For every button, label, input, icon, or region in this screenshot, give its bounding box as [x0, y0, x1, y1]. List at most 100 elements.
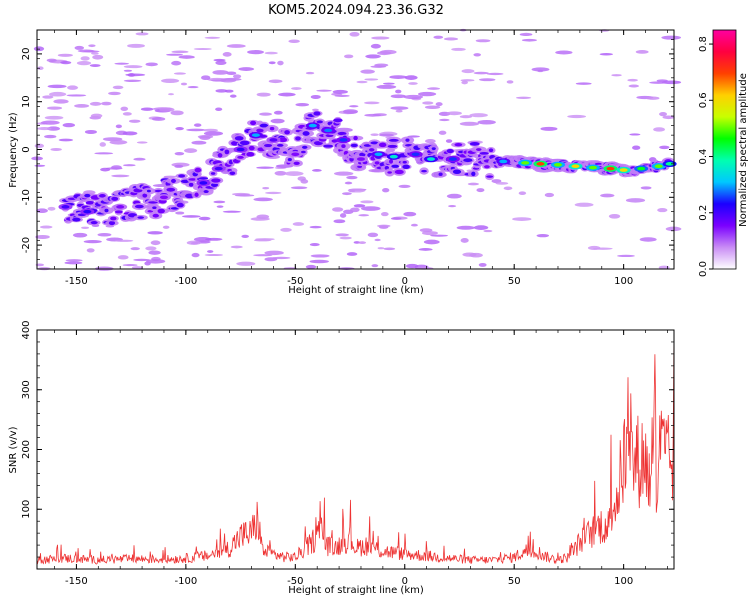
spectrogram-speckle — [611, 74, 622, 77]
spectrogram-speckle — [114, 62, 130, 65]
spectrogram-cell — [111, 196, 119, 201]
y-tick-label: 400 — [21, 320, 32, 339]
spectrogram-speckle — [353, 204, 366, 208]
spectrogram-cell — [421, 169, 427, 173]
spectrogram-speckle — [219, 78, 237, 83]
spectrogram-speckle — [65, 259, 83, 262]
spectrogram-speckle — [382, 187, 390, 193]
spectrogram-speckle — [364, 78, 379, 81]
spectrogram-speckle — [199, 135, 211, 141]
spectrogram-speckle — [89, 101, 102, 106]
spectrogram-speckle — [174, 151, 185, 156]
spectrogram-speckle — [133, 157, 146, 161]
spectrogram-speckle — [128, 119, 141, 123]
spectrogram-cell — [224, 149, 230, 155]
spectrogram-speckle — [247, 50, 264, 55]
spectrogram-speckle — [311, 169, 322, 172]
spectrogram-cell — [234, 136, 244, 141]
spectrogram-cell — [484, 165, 490, 169]
spectrogram-peak — [308, 123, 317, 128]
spectrogram-cell — [454, 142, 463, 147]
spectrogram-speckle — [123, 65, 143, 69]
spectrogram-speckle — [171, 50, 189, 54]
spectrogram-speckle — [408, 82, 418, 85]
spectrogram-speckle — [204, 36, 221, 39]
spectrogram-speckle — [224, 89, 234, 93]
spectrogram-speckle — [350, 207, 360, 213]
spectrogram-speckle — [226, 71, 237, 76]
spectrogram-speckle — [460, 238, 469, 243]
spectrogram-speckle — [404, 75, 418, 80]
spectrogram-speckle — [356, 80, 368, 84]
spectrogram-speckle — [180, 82, 188, 86]
spectrogram-speckle — [310, 94, 321, 99]
spectrogram-speckle — [383, 247, 396, 251]
spectrogram-speckle — [439, 118, 450, 122]
snr-y-label: SNR (v/v) — [8, 426, 19, 473]
spectrogram-speckle — [661, 35, 682, 40]
spectrogram-speckle — [37, 66, 44, 70]
spectrogram-speckle — [344, 54, 354, 59]
spectrogram-peak — [374, 152, 383, 157]
spectrogram-cell — [211, 178, 221, 183]
y-tick-label: 300 — [21, 380, 32, 399]
spectrogram-speckle — [37, 126, 52, 131]
spectrogram-speckle — [97, 233, 112, 237]
spectrogram-speckle — [171, 60, 182, 66]
spectrogram-speckle — [215, 107, 223, 112]
spectrogram-cell — [142, 193, 148, 198]
spectrogram-speckle — [486, 72, 504, 76]
spectrogram-speckle — [540, 126, 558, 131]
spectrogram-speckle — [358, 241, 367, 244]
spectrogram-speckle — [657, 208, 668, 213]
spectrogram-plot-area — [37, 30, 674, 269]
spectrogram-cell — [176, 202, 184, 208]
spectrogram-speckle — [445, 139, 453, 143]
spectrogram-speckle — [122, 131, 138, 136]
snr-x-label: Height of straight line (km) — [288, 585, 424, 596]
spectrogram-speckle — [175, 211, 185, 215]
spectrogram-speckle — [349, 105, 359, 108]
spectrogram-speckle — [236, 261, 256, 266]
colorbar-tick-label: 0.2 — [698, 205, 709, 221]
spectrogram-speckle — [629, 133, 641, 136]
spectrogram-speckle — [34, 143, 44, 149]
spectrogram-speckle — [101, 101, 112, 106]
spectrogram-speckle — [213, 200, 226, 204]
spectrogram-speckle — [349, 31, 360, 37]
spectrogram-speckle — [531, 67, 550, 72]
spectrogram-speckle — [151, 116, 166, 121]
spectrogram-speckle — [130, 247, 140, 251]
spectrogram-speckle — [175, 126, 184, 131]
spectrogram-speckle — [451, 47, 466, 51]
spectrogram-y-label: Frequency (Hz) — [8, 112, 19, 188]
spectrogram-speckle — [168, 93, 175, 96]
spectrogram-cell — [431, 147, 436, 151]
spectrogram-speckle — [567, 114, 587, 119]
spectrogram-speckle — [184, 148, 198, 153]
spectrogram-speckle — [377, 224, 391, 228]
spectrogram-cell — [488, 148, 494, 153]
spectrogram-speckle — [146, 259, 166, 264]
spectrogram-speckle — [127, 43, 145, 48]
spectrogram-speckle — [518, 191, 527, 196]
colorbar-tick-label: 0.0 — [698, 261, 709, 277]
spectrogram-cell — [237, 155, 244, 159]
spectrogram-speckle — [361, 206, 381, 211]
spectrogram-speckle — [123, 164, 136, 167]
spectrogram-speckle — [270, 118, 285, 124]
spectrogram-speckle — [250, 217, 270, 221]
x-tick-label: 100 — [614, 576, 633, 587]
y-tick-label: -20 — [21, 237, 32, 253]
spectrogram-speckle — [370, 133, 379, 136]
spectrogram-cell — [264, 143, 273, 148]
spectrogram-speckle — [117, 255, 129, 260]
spectrogram-speckle — [284, 171, 304, 176]
spectrogram-peak — [83, 209, 92, 214]
spectrogram-speckle — [234, 194, 255, 197]
spectrogram-speckle — [207, 250, 214, 253]
spectrogram-speckle — [222, 210, 241, 213]
spectrogram-speckle — [344, 181, 353, 185]
spectrogram-speckle — [367, 232, 379, 238]
spectrogram-speckle — [295, 103, 310, 107]
